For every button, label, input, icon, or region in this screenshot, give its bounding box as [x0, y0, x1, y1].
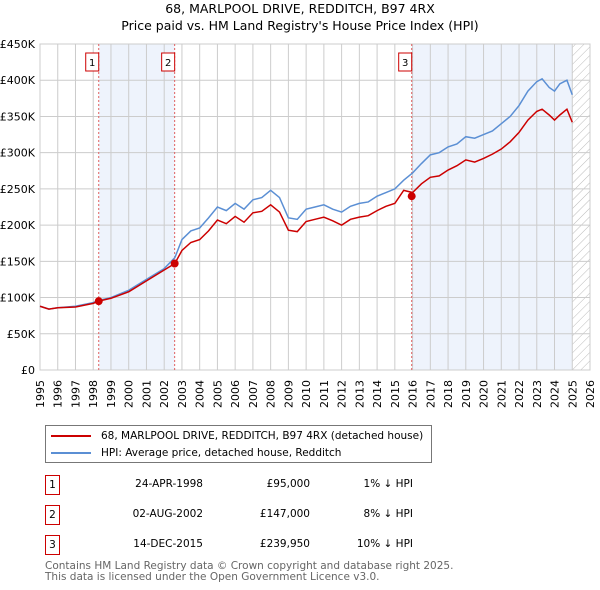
sale-point	[407, 192, 416, 201]
chart-title: 68, MARLPOOL DRIVE, REDDITCH, B97 4RX	[165, 1, 435, 16]
x-tick-label: 2018	[442, 380, 455, 408]
legend-swatch-property	[51, 435, 91, 437]
legend-label-hpi: HPI: Average price, detached house, Redd…	[101, 447, 342, 459]
x-tick-label: 2012	[336, 380, 349, 408]
footer-copyright: Contains HM Land Registry data © Crown c…	[45, 560, 454, 572]
sale-date: 24-APR-1998	[135, 478, 203, 490]
x-tick-label: 1999	[105, 380, 118, 408]
hpi-line	[39, 77, 573, 310]
sale-label: 2	[165, 58, 171, 69]
sale-hpi-diff: 8% ↓ HPI	[363, 508, 413, 520]
x-tick-label: 2011	[318, 380, 331, 408]
y-tick-label: £400K	[0, 74, 36, 87]
x-tick-label: 2003	[176, 380, 189, 408]
sale-row: 3 14-DEC-2015 £239,950 10% ↓ HPI	[45, 535, 465, 555]
forecast-hatch	[572, 44, 590, 370]
footer-licence: This data is licensed under the Open Gov…	[45, 571, 380, 583]
y-tick-label: £450K	[0, 38, 36, 51]
x-tick-label: 2020	[478, 380, 491, 408]
y-tick-label: £0	[21, 364, 35, 377]
x-tick-label: 2016	[407, 380, 420, 408]
y-tick-label: £250K	[0, 183, 36, 196]
sale-hpi-diff: 10% ↓ HPI	[356, 538, 413, 550]
x-tick-label: 2025	[566, 380, 579, 408]
sale-marker-label: 3	[45, 535, 60, 555]
x-tick-label: 2009	[282, 380, 295, 408]
shaded-period	[98, 44, 175, 370]
x-tick-label: 2019	[460, 380, 473, 408]
y-tick-label: £150K	[0, 255, 36, 268]
y-tick-label: £200K	[0, 219, 36, 232]
x-tick-label: 1997	[69, 380, 82, 408]
sale-marker-label: 1	[45, 475, 60, 495]
sale-date: 02-AUG-2002	[132, 508, 203, 520]
x-tick-label: 2001	[140, 380, 153, 408]
chart-subtitle: Price paid vs. HM Land Registry's House …	[121, 18, 479, 33]
legend-label-property: 68, MARLPOOL DRIVE, REDDITCH, B97 4RX (d…	[101, 430, 424, 442]
x-tick-label: 1995	[34, 380, 47, 408]
sale-label: 1	[89, 58, 95, 69]
sale-hpi-diff: 1% ↓ HPI	[363, 478, 413, 490]
sale-label: 3	[402, 58, 408, 69]
x-tick-label: 2015	[389, 380, 402, 408]
sale-label-box	[85, 52, 100, 72]
x-tick-label: 1996	[52, 380, 65, 408]
y-tick-label: £350K	[0, 110, 36, 123]
x-tick-label: 2026	[584, 380, 597, 408]
x-tick-label: 2002	[158, 380, 171, 408]
x-tick-label: 2024	[549, 380, 562, 408]
x-tick-label: 2023	[531, 380, 544, 408]
sale-marker-label: 2	[45, 505, 60, 525]
sale-row: 2 02-AUG-2002 £147,000 8% ↓ HPI	[45, 505, 465, 525]
sale-row: 1 24-APR-1998 £95,000 1% ↓ HPI	[45, 475, 465, 495]
x-tick-label: 2006	[229, 380, 242, 408]
x-tick-label: 2007	[247, 380, 260, 408]
x-tick-label: 2021	[495, 380, 508, 408]
x-tick-label: 2014	[371, 380, 384, 408]
shaded-period	[411, 44, 573, 370]
sale-price: £147,000	[259, 508, 310, 520]
sale-label-box	[161, 52, 176, 72]
plot-frame	[39, 43, 591, 371]
sale-label-box	[398, 52, 413, 72]
sale-point	[170, 259, 179, 268]
sale-price: £239,950	[259, 538, 310, 550]
sale-point	[94, 297, 103, 306]
x-tick-label: 2008	[265, 380, 278, 408]
sale-date: 14-DEC-2015	[133, 538, 203, 550]
legend: 68, MARLPOOL DRIVE, REDDITCH, B97 4RX (d…	[45, 425, 432, 463]
x-tick-label: 2010	[300, 380, 313, 408]
x-tick-label: 1998	[87, 380, 100, 408]
legend-swatch-hpi	[51, 452, 91, 454]
x-tick-label: 2017	[424, 380, 437, 408]
y-tick-label: £300K	[0, 147, 36, 160]
property-price-line	[39, 107, 573, 310]
y-tick-label: £100K	[0, 292, 36, 305]
x-tick-label: 2004	[194, 380, 207, 408]
sale-price: £95,000	[266, 478, 310, 490]
x-tick-label: 2022	[513, 380, 526, 408]
y-tick-label: £50K	[7, 328, 36, 341]
x-tick-label: 2013	[353, 380, 366, 408]
plot-area: 1995 1996 1997 1998 1999 2000 2001 2002 2003 2004…	[0, 38, 597, 408]
x-tick-label: 2000	[123, 380, 136, 408]
x-tick-label: 2005	[211, 380, 224, 408]
